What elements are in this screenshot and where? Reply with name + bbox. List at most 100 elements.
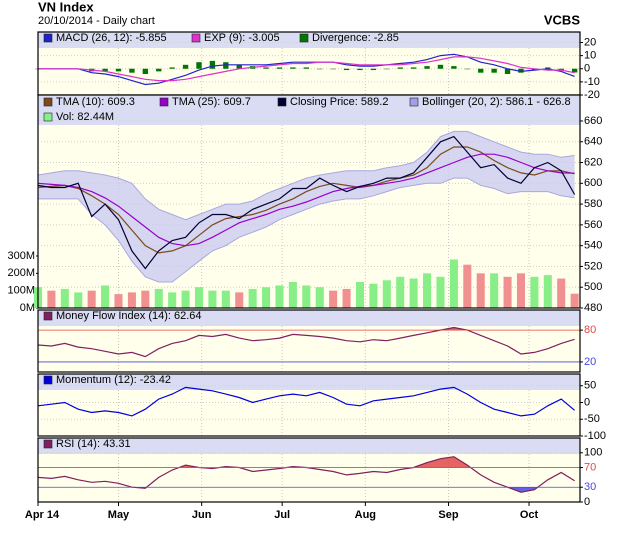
- legend-swatch: [43, 439, 53, 449]
- divergence-bar: [290, 67, 296, 69]
- volume-bar: [302, 285, 311, 308]
- x-tick-label: May: [108, 509, 130, 521]
- divergence-bar: [518, 68, 524, 73]
- volume-bar: [262, 287, 271, 308]
- overbought-fill: [440, 327, 468, 331]
- y-tick-label: 50: [584, 380, 596, 392]
- volume-bar: [87, 290, 96, 308]
- divergence-bar: [558, 68, 564, 71]
- divergence-bar: [437, 64, 444, 69]
- y2-tick-label: 100M: [7, 285, 35, 297]
- legend-swatch: [43, 311, 53, 321]
- y-tick-label: 660: [584, 115, 602, 127]
- series-line: [37, 326, 575, 358]
- legend-label: TMA (25): 609.7: [172, 96, 251, 108]
- y-tick-label: 560: [584, 219, 602, 231]
- chart-title: VN Index: [38, 0, 94, 14]
- divergence-bar: [142, 68, 149, 74]
- panel-border: [37, 437, 581, 503]
- volume-bar: [208, 290, 217, 308]
- volume-bar: [557, 278, 566, 308]
- volume-bar: [74, 292, 83, 308]
- volume-bar: [315, 287, 324, 308]
- volume-bar: [423, 273, 432, 308]
- y-tick-label: 30: [584, 481, 596, 493]
- divergence-bar: [209, 60, 216, 69]
- divergence-bar: [303, 67, 309, 69]
- volume-bar: [329, 290, 338, 308]
- y-tick-label: -10: [584, 76, 600, 88]
- legend-swatch: [299, 33, 309, 43]
- bollinger-upper: [37, 130, 575, 221]
- divergence-bar: [545, 67, 551, 69]
- legend-swatch: [159, 97, 169, 107]
- series-line: [38, 53, 575, 86]
- volume-bar: [463, 264, 472, 308]
- y2-tick-label: 200M: [7, 267, 35, 279]
- series-line: [37, 146, 575, 254]
- series-line: [38, 56, 575, 82]
- volume-bar: [503, 276, 512, 308]
- y-tick-label: 20: [584, 36, 596, 48]
- y-tick-label: 70: [584, 461, 596, 473]
- volume-bar: [369, 283, 378, 308]
- legend-swatch: [277, 97, 287, 107]
- legend-strip: [38, 32, 580, 48]
- legend-label: Momentum (12): -23.42: [56, 374, 171, 386]
- volume-bar: [168, 292, 177, 308]
- brand: VCBS: [544, 12, 580, 27]
- volume-bar: [436, 276, 445, 308]
- legend-label: EXP (9): -3.005: [204, 32, 280, 44]
- y-tick-label: 640: [584, 136, 602, 148]
- volume-bar: [101, 285, 110, 308]
- bollinger-band: [38, 131, 575, 282]
- y-tick-label: 500: [584, 281, 602, 293]
- volume-bar: [516, 273, 525, 308]
- y-tick-label: 0: [584, 396, 590, 408]
- y-tick-label: 10: [584, 50, 596, 62]
- volume-bar: [449, 259, 458, 308]
- chart-subtitle: 20/10/2014 - Daily chart: [38, 15, 155, 27]
- volume-bar: [194, 287, 204, 308]
- divergence-bar: [317, 68, 323, 70]
- divergence-bar: [276, 67, 283, 69]
- divergence-bar: [102, 68, 108, 72]
- volume-bar: [396, 276, 405, 308]
- y2-tick-label: 0M: [20, 302, 35, 314]
- divergence-bar: [223, 62, 229, 69]
- volume-bar: [127, 292, 136, 308]
- divergence-bar: [504, 68, 511, 74]
- divergence-bar: [129, 68, 135, 73]
- volume-bar: [476, 273, 485, 308]
- panel-border: [37, 94, 581, 309]
- legend-label: TMA (10): 609.3: [56, 96, 135, 108]
- legend-swatch: [43, 112, 53, 122]
- y-tick-label: 100: [584, 447, 602, 459]
- divergence-bar: [424, 66, 430, 69]
- y-tick-label: 480: [584, 302, 602, 314]
- overbought-fill: [38, 456, 575, 468]
- divergence-bar: [571, 68, 578, 73]
- legend-label: Bollinger (20, 2): 586.1 - 626.8: [422, 96, 571, 108]
- legend-strip: [38, 310, 580, 326]
- legend-swatch: [43, 97, 53, 107]
- legend-label: RSI (14): 43.31: [56, 438, 131, 450]
- x-tick-label: Jul: [274, 509, 290, 521]
- volume-bar: [114, 294, 123, 308]
- y-tick-label: -100: [584, 430, 606, 442]
- legend-label: Money Flow Index (14): 62.64: [56, 310, 202, 322]
- y-tick-label: 20: [584, 356, 596, 368]
- divergence-bar: [384, 68, 390, 70]
- volume-bar: [490, 273, 499, 308]
- volume-bar: [409, 278, 418, 308]
- x-tick-label: Aug: [355, 509, 376, 521]
- divergence-bar: [478, 68, 484, 73]
- legend-label: MACD (26, 12): -5.855: [56, 32, 167, 44]
- y-tick-label: 0: [584, 496, 590, 508]
- legend-strip: [38, 95, 580, 125]
- series-line: [37, 135, 576, 270]
- y-tick-label: 80: [584, 324, 596, 336]
- divergence-bar: [343, 68, 350, 71]
- y-tick-label: 540: [584, 240, 602, 252]
- y2-tick-label: 300M: [7, 250, 35, 262]
